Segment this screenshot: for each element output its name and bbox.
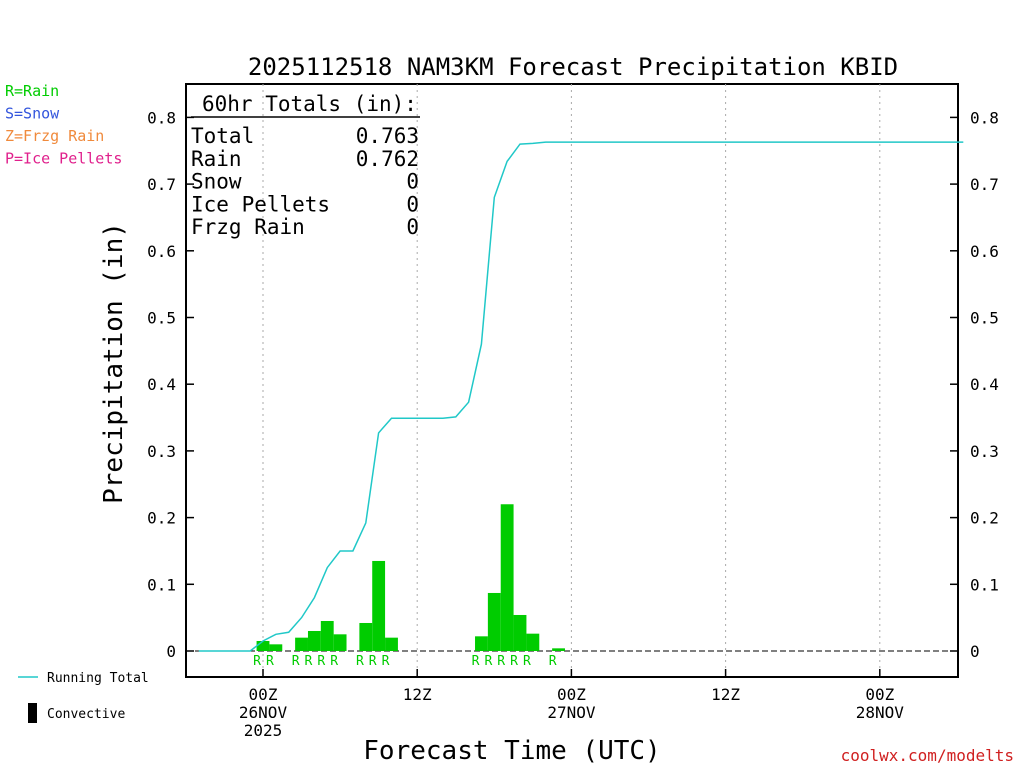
running-total-line xyxy=(198,141,964,652)
y-tick-label: 0.8 xyxy=(147,108,176,127)
precip-bar xyxy=(487,592,501,651)
precip-type-label: R xyxy=(484,654,492,669)
x-tick-label: 27NOV xyxy=(547,703,596,722)
y-tick-label-right: 0.7 xyxy=(970,175,999,194)
totals-row-value: 0 xyxy=(406,215,419,239)
precip-type-label: R xyxy=(330,654,338,669)
totals-header: 60hr Totals (in): xyxy=(202,92,417,116)
totals-box: 60hr Totals (in): xyxy=(191,92,420,118)
precip-type-label: R xyxy=(356,654,364,669)
precip-type-label: R xyxy=(510,654,518,669)
y-axis-right: 0 0.1 0.2 0.3 0.4 0.5 0.6 0.7 0.8 xyxy=(950,108,999,661)
series-legend-label: Running Total xyxy=(47,671,149,686)
precip-type-label: R xyxy=(382,654,390,669)
precip-bar xyxy=(295,637,308,651)
x-tick-label: 28NOV xyxy=(856,703,905,722)
y-tick-label: 0.6 xyxy=(147,242,176,261)
precip-bar xyxy=(526,633,540,651)
totals-row-value: 0.763 xyxy=(356,124,419,148)
y-tick-label: 0.4 xyxy=(147,375,176,394)
y-tick-label: 0.7 xyxy=(147,175,176,194)
y-tick-label: 0.2 xyxy=(147,509,176,528)
precip-bar xyxy=(372,560,386,651)
precip-type-legend-item: Z=Frzg Rain xyxy=(5,127,104,145)
x-tick-label: 00Z xyxy=(865,685,894,704)
totals-rows: Total 0.763 Rain 0.762 Snow 0 Ice Pellets 0 Frzg… xyxy=(191,124,419,239)
precip-type-label: R xyxy=(266,654,274,669)
chart-title: 2025112518 NAM3KM Forecast Precipitation… xyxy=(248,53,898,81)
y-tick-label: 0.1 xyxy=(147,575,176,594)
vertical-gridlines xyxy=(262,84,881,677)
y-tick-label-right: 0.8 xyxy=(970,108,999,127)
precip-bar xyxy=(552,648,565,651)
y-tick-label: 0.3 xyxy=(147,442,176,461)
precip-type-legend-item: R=Rain xyxy=(5,82,59,100)
x-tick-label: 26NOV xyxy=(239,703,288,722)
convective-legend-swatch xyxy=(28,703,37,723)
y-axis-label: Precipitation (in) xyxy=(99,222,129,504)
precip-bar xyxy=(256,640,270,651)
precip-bar xyxy=(500,504,514,651)
series-legend: Running Total Convective xyxy=(18,671,149,723)
credit-text: coolwx.com/modelts xyxy=(841,746,1014,765)
totals-row-label: Total xyxy=(191,124,254,148)
precip-bar xyxy=(307,630,321,651)
precip-bar xyxy=(475,636,488,651)
y-tick-label-right: 0.4 xyxy=(970,375,999,394)
precip-type-legend-item: P=Ice Pellets xyxy=(5,150,122,168)
precip-type-label: R xyxy=(292,654,300,669)
precip-bar xyxy=(333,634,347,651)
precip-bar xyxy=(513,614,527,651)
y-tick-label-right: 0 xyxy=(970,642,980,661)
y-tick-label-right: 0.6 xyxy=(970,242,999,261)
totals-row-label: Frzg Rain xyxy=(191,215,305,239)
y-tick-label: 0.5 xyxy=(147,309,176,328)
x-tick-label: 12Z xyxy=(711,685,740,704)
y-tick-label-right: 0.2 xyxy=(970,509,999,528)
y-tick-label-right: 0.5 xyxy=(970,309,999,328)
y-tick-label-right: 0.1 xyxy=(970,575,999,594)
precip-bar xyxy=(359,622,373,651)
precip-bar xyxy=(269,644,283,651)
precip-type-label: R xyxy=(549,654,557,669)
precip-type-label: R xyxy=(253,654,261,669)
totals-row-label: Rain xyxy=(191,147,242,171)
y-tick-label-right: 0.3 xyxy=(970,442,999,461)
totals-row-label: Ice Pellets xyxy=(191,192,330,216)
totals-row-value: 0.762 xyxy=(356,147,419,171)
series-legend-label: Convective xyxy=(47,707,125,722)
x-tick-label: 00Z xyxy=(557,685,586,704)
precip-type-label: R xyxy=(305,654,313,669)
precip-type-label: R xyxy=(497,654,505,669)
plot-frame xyxy=(185,83,959,678)
totals-row-value: 0 xyxy=(406,192,419,216)
y-axis-left: 0 0.1 0.2 0.3 0.4 0.5 0.6 0.7 0.8 xyxy=(147,108,194,661)
x-tick-label: 00Z xyxy=(249,685,278,704)
x-axis-label: Forecast Time (UTC) xyxy=(363,736,660,766)
hourly-precip-bars xyxy=(256,504,565,651)
totals-row-label: Snow xyxy=(191,170,242,194)
precip-type-label: R xyxy=(523,654,531,669)
precip-type-legend-item: S=Snow xyxy=(5,105,60,123)
precip-type-legend: R=Rain S=Snow Z=Frzg Rain P=Ice Pellets xyxy=(5,82,122,168)
precip-type-label: R xyxy=(317,654,325,669)
totals-row-value: 0 xyxy=(406,170,419,194)
x-tick-label: 2025 xyxy=(244,721,283,740)
y-tick-label: 0 xyxy=(166,642,176,661)
precip-type-label: R xyxy=(369,654,377,669)
precip-type-label: R xyxy=(472,654,480,669)
x-tick-label: 12Z xyxy=(403,685,432,704)
precip-bar xyxy=(320,620,334,651)
precip-bar xyxy=(385,637,398,651)
